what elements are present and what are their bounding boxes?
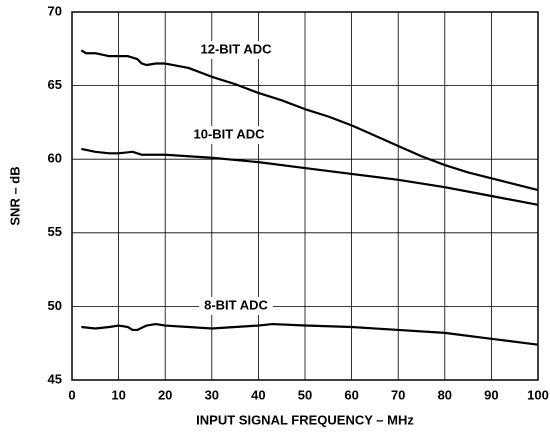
x-tick-label: 80 [438, 387, 452, 402]
y-tick-label: 65 [48, 77, 62, 92]
x-tick-label: 70 [391, 387, 405, 402]
series-label-bg [195, 41, 277, 59]
series-label-bg [199, 297, 273, 315]
x-tick-label: 20 [158, 387, 172, 402]
y-tick-label: 55 [48, 224, 62, 239]
y-axis-label: SNR – dB [7, 166, 22, 225]
y-tick-label: 45 [48, 371, 62, 386]
series-label-bg [188, 126, 270, 144]
series-label: 8-BIT ADC [204, 297, 268, 312]
x-tick-label: 90 [484, 387, 498, 402]
series-line [81, 147, 539, 206]
x-tick-label: 0 [68, 387, 75, 402]
series-label: 10-BIT ADC [193, 126, 265, 141]
x-tick-label: 30 [205, 387, 219, 402]
series-label: 12-BIT ADC [200, 41, 272, 56]
x-tick-label: 100 [527, 387, 549, 402]
plot-frame [71, 11, 539, 381]
x-tick-label: 50 [298, 387, 312, 402]
x-tick-label: 60 [344, 387, 358, 402]
x-tick-label: 40 [251, 387, 265, 402]
series-line [81, 322, 539, 346]
y-tick-label: 60 [48, 151, 62, 166]
y-tick-label: 70 [48, 3, 62, 18]
x-axis-label: INPUT SIGNAL FREQUENCY – MHz [196, 412, 414, 427]
series-line [80, 49, 539, 192]
y-tick-label: 50 [48, 298, 62, 313]
x-tick-label: 10 [111, 387, 125, 402]
